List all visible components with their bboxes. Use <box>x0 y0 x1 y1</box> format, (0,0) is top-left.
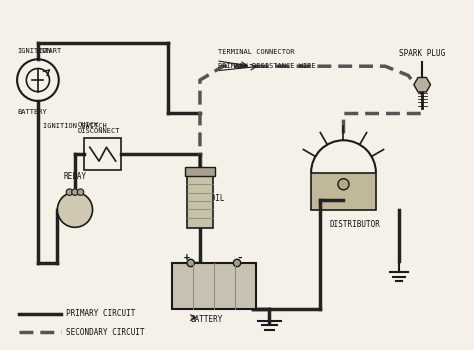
Text: -: - <box>236 252 243 262</box>
Text: DISTRIBUTOR: DISTRIBUTOR <box>329 220 381 229</box>
Circle shape <box>72 189 78 195</box>
Text: PRIMARY CIRCUIT: PRIMARY CIRCUIT <box>66 309 135 318</box>
Circle shape <box>77 189 84 195</box>
Bar <box>187 173 213 228</box>
Text: TERMINAL CONNECTOR: TERMINAL CONNECTOR <box>219 49 295 55</box>
Circle shape <box>57 192 92 227</box>
Circle shape <box>233 259 241 267</box>
Text: BATTERY: BATTERY <box>191 315 223 324</box>
Text: SECONDARY CIRCUIT: SECONDARY CIRCUIT <box>66 328 144 337</box>
Circle shape <box>338 179 349 190</box>
Text: IGNITION: IGNITION <box>17 48 51 54</box>
Bar <box>172 263 255 309</box>
Text: START: START <box>40 48 62 54</box>
Bar <box>311 173 376 210</box>
Polygon shape <box>414 77 430 92</box>
Text: BATTERY: BATTERY <box>17 108 47 114</box>
Text: +: + <box>183 252 189 262</box>
Bar <box>185 167 215 176</box>
Text: COIL: COIL <box>207 194 226 203</box>
Text: IGNITION SWITCH: IGNITION SWITCH <box>43 124 106 130</box>
Circle shape <box>187 259 194 267</box>
Circle shape <box>66 189 73 195</box>
Text: PRIMARY RESISTANCE WIRE: PRIMARY RESISTANCE WIRE <box>219 63 316 69</box>
Text: SPARK PLUG: SPARK PLUG <box>399 49 445 58</box>
Text: S: S <box>69 205 74 214</box>
Text: QUICK
DISCONNECT: QUICK DISCONNECT <box>77 121 120 134</box>
Text: RELAY: RELAY <box>64 172 87 181</box>
